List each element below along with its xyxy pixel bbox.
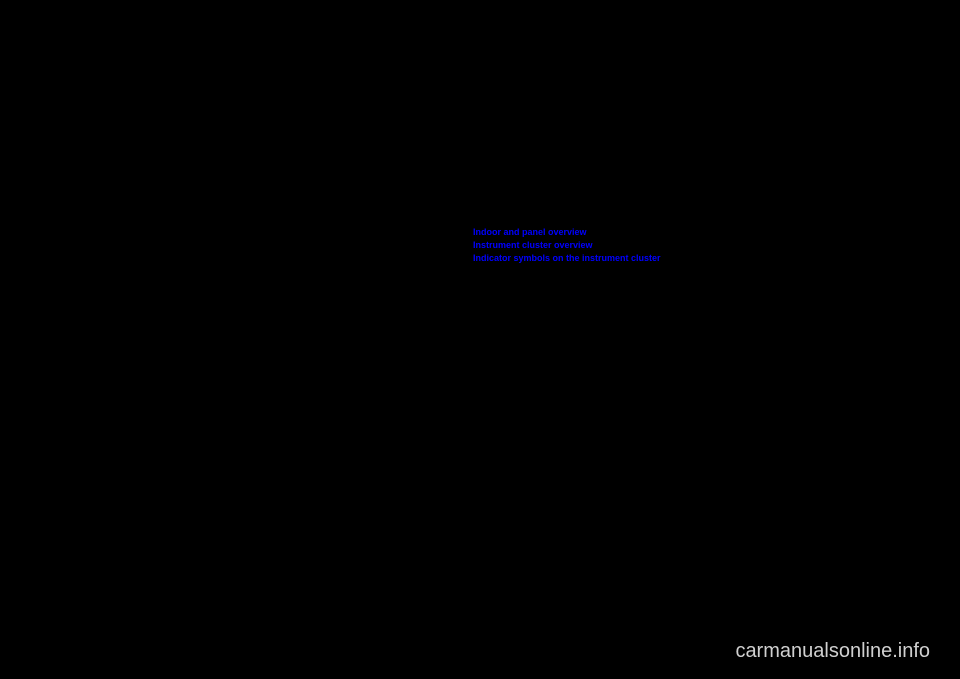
link-indoor-panel-overview[interactable]: Indoor and panel overview xyxy=(473,226,661,239)
links-section: Indoor and panel overview Instrument clu… xyxy=(473,226,661,265)
link-indicator-symbols[interactable]: Indicator symbols on the instrument clus… xyxy=(473,252,661,265)
watermark-text: carmanualsonline.info xyxy=(735,640,930,663)
link-instrument-cluster-overview[interactable]: Instrument cluster overview xyxy=(473,239,661,252)
